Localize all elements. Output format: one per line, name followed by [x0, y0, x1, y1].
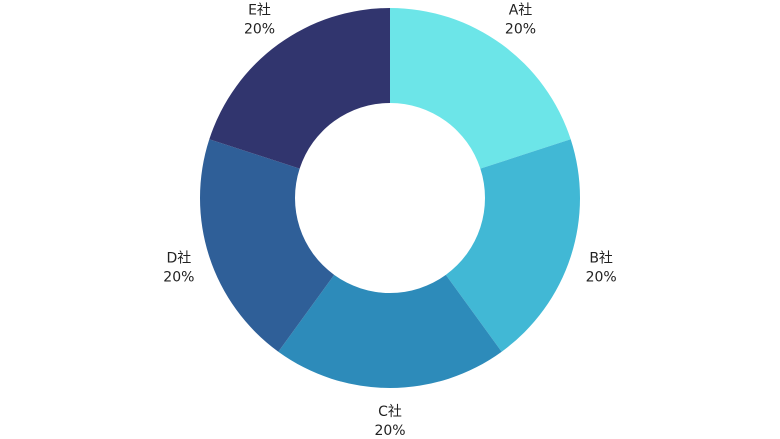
donut-slice-4 [209, 8, 390, 169]
slice-category-label-2: C社 [378, 404, 402, 420]
slice-category-label-1: B社 [589, 251, 613, 267]
slice-category-label-4: E社 [248, 2, 271, 18]
slice-value-label-2: 20% [374, 423, 405, 439]
slice-value-label-1: 20% [586, 270, 617, 286]
donut-slices [199, 8, 581, 389]
slice-value-label-3: 20% [163, 270, 194, 286]
donut-slice-3 [199, 139, 335, 352]
donut-slice-2 [278, 274, 502, 389]
slice-category-label-3: D社 [166, 251, 191, 267]
donut-labels: A社 20% B社 20% C社 20% D社 20% E社 20% [163, 2, 616, 439]
slice-value-label-4: 20% [244, 21, 275, 37]
slice-value-label-0: 20% [505, 21, 536, 37]
slice-category-label-0: A社 [509, 2, 533, 18]
donut-slice-1 [445, 139, 581, 352]
donut-slice-0 [390, 8, 571, 169]
